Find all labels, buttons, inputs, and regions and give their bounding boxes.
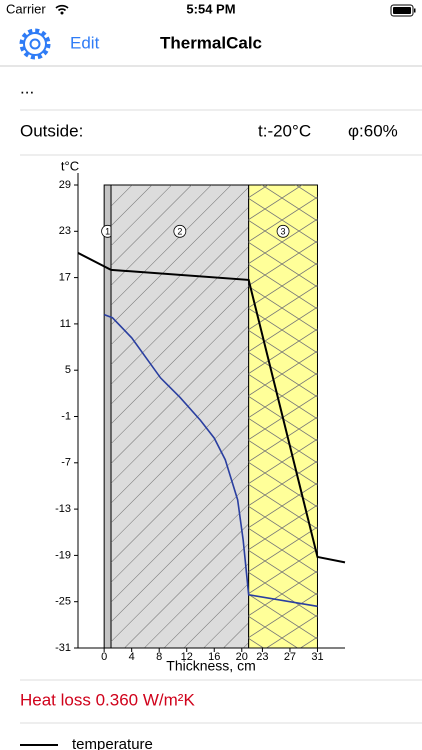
y-tick-label: -1: [61, 410, 71, 422]
carrier: Carrier: [6, 1, 46, 16]
x-tick-label: 4: [129, 651, 135, 663]
y-tick-label: 5: [65, 364, 71, 376]
x-tick-label: 8: [156, 651, 162, 663]
y-tick-label: -7: [61, 457, 71, 469]
x-tick-label: 16: [208, 651, 220, 663]
layer-label: 1: [105, 227, 110, 237]
x-tick-label: 12: [181, 651, 193, 663]
edit-button[interactable]: Edit: [70, 33, 100, 52]
y-tick-label: -31: [55, 642, 71, 654]
layer-pattern: [111, 185, 249, 648]
series-line: [103, 313, 318, 608]
y-tick-label: 11: [60, 318, 71, 330]
battery-level: [393, 7, 411, 14]
x-tick-label: 0: [101, 651, 107, 663]
x-tick-label: 27: [284, 651, 296, 663]
legend: temperature: [20, 736, 153, 750]
layer: [103, 184, 112, 649]
y-tick-label: 23: [59, 225, 71, 237]
outside-temperature: t:-20°C: [258, 121, 311, 140]
y-tick-label: 17: [59, 272, 71, 284]
nav-title: ThermalCalc: [160, 33, 262, 52]
y-axis-label: t°C: [61, 158, 79, 173]
y-tick-label: -25: [55, 596, 71, 608]
layer-label: 2: [177, 227, 182, 237]
layer-marker: [276, 224, 290, 238]
more-row[interactable]: ...: [20, 78, 34, 97]
y-tick-label: -13: [55, 503, 71, 515]
x-tick-label: 31: [311, 651, 323, 663]
y-tick-label: 29: [59, 179, 71, 191]
wifi-dot: [60, 11, 64, 15]
y-tick-label: -19: [55, 549, 71, 561]
wifi-icon: [55, 4, 69, 12]
clock: 5:54 PM: [186, 1, 235, 16]
x-tick-label: 20: [236, 651, 248, 663]
heat-loss: Heat loss 0.360 W/m²K: [20, 690, 195, 709]
outside-humidity: φ:60%: [348, 121, 398, 140]
x-axis-label: Thickness, cm: [166, 658, 255, 674]
layer-marker: [173, 224, 187, 238]
battery-cap: [414, 8, 416, 13]
battery: [390, 4, 414, 17]
x-tick-label: 23: [256, 651, 268, 663]
settings-button[interactable]: [19, 28, 51, 60]
legend-label: temperature: [72, 736, 153, 750]
outside-label: Outside:: [20, 121, 83, 140]
series-line: [77, 252, 346, 564]
layer-label: 3: [281, 227, 286, 237]
